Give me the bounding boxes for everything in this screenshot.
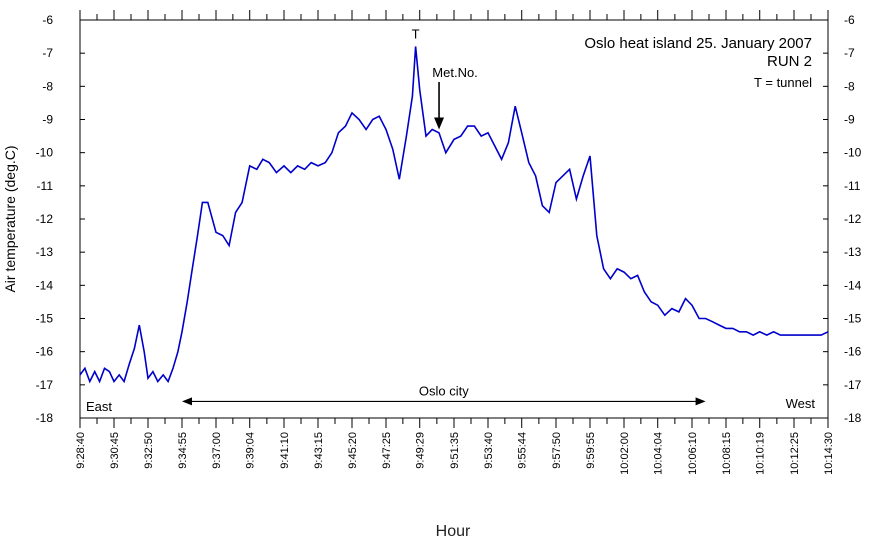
x-tick-label: 10:08:15 — [721, 432, 733, 475]
y-tick-label-left: -14 — [36, 278, 54, 292]
y-tick-label-right: -17 — [844, 378, 862, 392]
x-tick-label: 9:49:29 — [415, 432, 427, 469]
y-tick-label-right: -8 — [844, 79, 855, 93]
chart-subtitle: RUN 2 — [767, 53, 812, 70]
chart-title: Oslo heat island 25. January 2007 — [584, 35, 812, 52]
x-tick-label: 9:45:20 — [347, 432, 359, 469]
x-tick-label: 10:14:30 — [823, 432, 835, 475]
y-tick-label-left: -11 — [37, 179, 54, 193]
x-tick-label: 9:51:35 — [449, 432, 461, 469]
oslo-city-arrowhead-right — [695, 397, 706, 406]
x-tick-label: 9:55:44 — [517, 432, 529, 469]
y-tick-label-left: -16 — [36, 345, 54, 359]
y-tick-label-left: -7 — [42, 46, 53, 60]
x-tick-label: 9:30:45 — [109, 432, 121, 469]
y-tick-label-left: -17 — [36, 378, 54, 392]
x-tick-label: 10:10:19 — [755, 432, 767, 475]
y-tick-label-left: -6 — [42, 13, 53, 27]
y-tick-label-left: -18 — [36, 411, 54, 425]
met-no-arrowhead — [434, 117, 445, 130]
y-axis-ticks: -6 -6 -7 -7 -8 -8 -9 -9 -10 -10 -11 -11 -12 -12 -13 -13… — [36, 13, 862, 425]
y-tick-label-left: -13 — [36, 245, 54, 259]
y-tick-label-left: -9 — [42, 113, 53, 127]
x-tick-label: 10:04:04 — [653, 432, 665, 475]
oslo-city-arrowhead-left — [182, 397, 192, 406]
east-label: East — [86, 399, 112, 414]
y-tick-label-right: -13 — [844, 245, 862, 259]
x-tick-label: 9:53:40 — [483, 432, 495, 469]
x-tick-label: 10:02:00 — [619, 432, 631, 475]
y-tick-label-right: -11 — [844, 179, 861, 193]
y-tick-label-right: -18 — [844, 411, 862, 425]
x-axis-title: Hour — [436, 523, 471, 540]
x-tick-label: 9:37:00 — [211, 432, 223, 469]
x-tick-label: 9:39:04 — [245, 432, 257, 469]
y-tick-label-left: -15 — [36, 312, 54, 326]
y-tick-label-left: -10 — [36, 146, 54, 160]
y-tick-label-left: -8 — [42, 79, 53, 93]
x-tick-label: 9:34:55 — [177, 432, 189, 469]
x-tick-label: 9:57:50 — [551, 432, 563, 469]
series-line-air-temperature — [79, 46, 829, 384]
y-tick-label-right: -14 — [844, 278, 862, 292]
y-axis-title: Air temperature (deg.C) — [2, 145, 18, 292]
y-tick-label-right: -12 — [844, 212, 862, 226]
y-tick-label-right: -15 — [844, 312, 862, 326]
x-tick-label: 9:28:40 — [75, 432, 87, 469]
met-no-label: Met.No. — [432, 65, 478, 80]
x-tick-label: 10:12:25 — [789, 432, 801, 475]
y-tick-label-right: -6 — [844, 13, 855, 27]
y-tick-label-right: -10 — [844, 146, 862, 160]
x-tick-label: 9:47:25 — [381, 432, 393, 469]
x-tick-label: 10:06:10 — [687, 432, 699, 475]
y-tick-label-right: -9 — [844, 113, 855, 127]
x-axis-ticks: 9:28:40 9:30:45 9:32:50 9:34:55 9:37:00 9:39:… — [75, 10, 835, 475]
y-tick-label-right: -7 — [844, 46, 855, 60]
y-tick-label-left: -12 — [36, 212, 54, 226]
oslo-city-label: Oslo city — [419, 383, 469, 398]
x-tick-label: 9:41:10 — [279, 432, 291, 469]
west-label: West — [786, 396, 816, 411]
tunnel-marker-label: T — [412, 27, 420, 42]
tunnel-legend-note: T = tunnel — [754, 75, 812, 90]
x-tick-label: 9:59:55 — [585, 432, 597, 469]
x-tick-label: 9:43:15 — [313, 432, 325, 469]
y-tick-label-right: -16 — [844, 345, 862, 359]
x-tick-label: 9:32:50 — [143, 432, 155, 469]
